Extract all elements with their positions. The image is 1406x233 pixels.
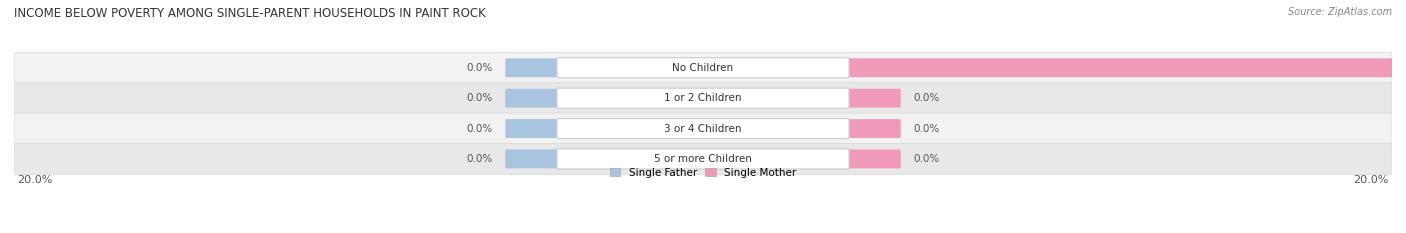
Text: 0.0%: 0.0% [467,93,494,103]
Text: 0.0%: 0.0% [912,154,939,164]
FancyBboxPatch shape [557,88,849,108]
FancyBboxPatch shape [846,58,1406,77]
Legend: Single Father, Single Mother: Single Father, Single Mother [610,168,796,178]
Text: 20.0%: 20.0% [17,175,53,185]
FancyBboxPatch shape [846,89,901,108]
FancyBboxPatch shape [14,83,1392,114]
Text: 20.0%: 20.0% [1353,175,1389,185]
Text: INCOME BELOW POVERTY AMONG SINGLE-PARENT HOUSEHOLDS IN PAINT ROCK: INCOME BELOW POVERTY AMONG SINGLE-PARENT… [14,7,486,20]
FancyBboxPatch shape [846,150,901,168]
FancyBboxPatch shape [505,89,560,108]
FancyBboxPatch shape [846,119,901,138]
FancyBboxPatch shape [14,52,1392,83]
FancyBboxPatch shape [14,144,1392,175]
FancyBboxPatch shape [14,113,1392,144]
Text: 0.0%: 0.0% [467,123,494,134]
FancyBboxPatch shape [557,58,849,78]
Text: 5 or more Children: 5 or more Children [654,154,752,164]
Text: 1 or 2 Children: 1 or 2 Children [664,93,742,103]
Text: No Children: No Children [672,63,734,73]
FancyBboxPatch shape [557,119,849,139]
FancyBboxPatch shape [505,150,560,168]
Text: 0.0%: 0.0% [912,123,939,134]
Text: 0.0%: 0.0% [467,154,494,164]
Text: 0.0%: 0.0% [912,93,939,103]
Text: 0.0%: 0.0% [467,63,494,73]
FancyBboxPatch shape [505,58,560,77]
Text: Source: ZipAtlas.com: Source: ZipAtlas.com [1288,7,1392,17]
FancyBboxPatch shape [505,119,560,138]
Text: 3 or 4 Children: 3 or 4 Children [664,123,742,134]
FancyBboxPatch shape [557,149,849,169]
